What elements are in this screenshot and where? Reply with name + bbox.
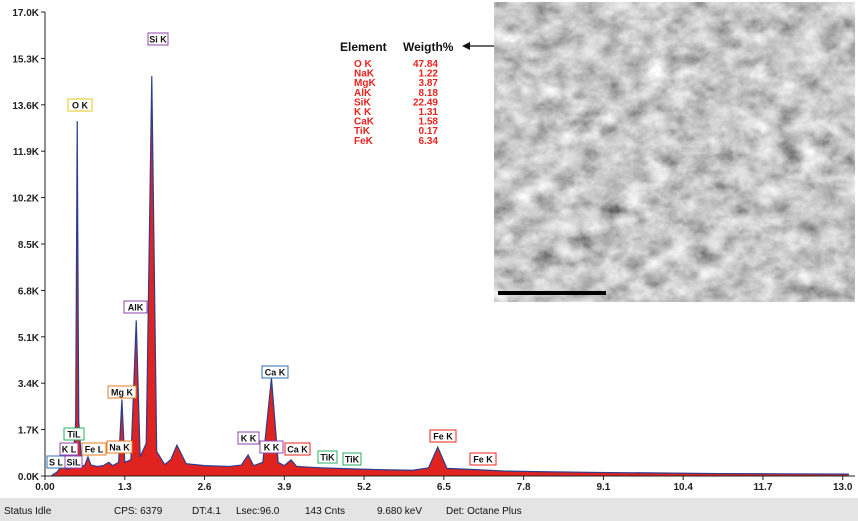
peak-label: O K bbox=[72, 101, 89, 111]
table-cell: FeK bbox=[354, 136, 374, 147]
table-cell: O K bbox=[354, 59, 373, 70]
peak-label-box bbox=[81, 442, 107, 456]
x-tick-label: 0.00 bbox=[35, 482, 55, 493]
table-cell: AlK bbox=[354, 88, 372, 99]
peak-label: Na K bbox=[109, 443, 130, 453]
scale-bar bbox=[498, 291, 606, 295]
spectrum-outline bbox=[50, 76, 849, 477]
peak-label-box bbox=[429, 429, 457, 443]
peak-label: Ca K bbox=[287, 445, 308, 455]
table-cell: 1.31 bbox=[419, 107, 439, 118]
table-header: Weigth% bbox=[403, 40, 454, 54]
peak-label: K K bbox=[241, 434, 257, 444]
x-tick-label: 7.8 bbox=[517, 482, 531, 493]
sem-micrograph bbox=[493, 1, 856, 303]
table-cell: 6.34 bbox=[419, 136, 439, 147]
peak-label: Si K bbox=[149, 35, 167, 45]
status-text: Status Idle bbox=[4, 506, 52, 517]
x-tick-label: 2.6 bbox=[198, 482, 212, 493]
peak-label-box bbox=[106, 440, 133, 454]
x-tick-label: 3.9 bbox=[277, 482, 291, 493]
y-tick-label: 5.1K bbox=[18, 333, 40, 344]
peak-label: AlK bbox=[128, 303, 144, 313]
peak-label: K L bbox=[62, 445, 77, 455]
table-cell: NaK bbox=[354, 69, 375, 80]
y-tick-label: 13.6K bbox=[12, 101, 39, 112]
peak-label: TiL bbox=[67, 430, 81, 440]
x-tick-label: 5.2 bbox=[357, 482, 371, 493]
sem-image bbox=[493, 1, 856, 303]
peak-label-box bbox=[317, 450, 338, 464]
peak-label-box bbox=[259, 440, 284, 454]
y-tick-label: 3.4K bbox=[18, 379, 40, 390]
x-tick-label: 9.1 bbox=[596, 482, 610, 493]
peak-label-box bbox=[237, 431, 260, 445]
table-cell: 1.58 bbox=[419, 117, 439, 128]
y-tick-label: 1.7K bbox=[18, 426, 40, 437]
peak-label: Fe L bbox=[85, 445, 104, 455]
table-cell: TiK bbox=[354, 126, 371, 137]
status-text: CPS: 6379 bbox=[114, 506, 163, 517]
y-tick-label: 10.2K bbox=[12, 194, 39, 205]
x-tick-label: 13.0 bbox=[833, 482, 853, 493]
table-cell: CaK bbox=[354, 117, 375, 128]
table-cell: 8.18 bbox=[419, 88, 439, 99]
spot-marker bbox=[679, 145, 707, 154]
table-cell: 22.49 bbox=[413, 97, 438, 108]
peak-label: TiK bbox=[320, 453, 335, 463]
y-tick-label: 8.5K bbox=[18, 240, 40, 251]
y-tick-label: 17.0K bbox=[12, 8, 39, 19]
peak-label: Mg K bbox=[111, 388, 133, 398]
y-tick-label: 15.3K bbox=[12, 54, 39, 65]
peak-label: TiK bbox=[345, 455, 360, 465]
peak-label: Ca K bbox=[265, 368, 286, 378]
table-cell: K K bbox=[354, 107, 372, 118]
peak-label: K K bbox=[264, 443, 280, 453]
status-text: DT:4.1 bbox=[192, 506, 221, 517]
status-bar bbox=[0, 498, 858, 521]
status-text: 143 Cnts bbox=[305, 506, 345, 517]
table-header: Element bbox=[340, 40, 387, 54]
y-tick-label: 6.8K bbox=[18, 286, 40, 297]
table-cell: 47.84 bbox=[413, 59, 438, 70]
status-text: Det: Octane Plus bbox=[446, 506, 522, 517]
peak-label-box bbox=[342, 452, 362, 466]
table-cell: MgK bbox=[354, 78, 376, 89]
x-tick-label: 6.5 bbox=[437, 482, 451, 493]
table-cell: SiK bbox=[354, 97, 371, 108]
peak-label: SiL bbox=[66, 458, 81, 468]
peak-label-box bbox=[59, 442, 79, 456]
peak-label-box bbox=[469, 452, 497, 466]
y-tick-label: 0.0K bbox=[18, 472, 40, 483]
y-tick-label: 11.9K bbox=[13, 147, 40, 158]
peak-label-box bbox=[64, 455, 83, 469]
peak-label: Fe K bbox=[433, 432, 453, 442]
x-tick-label: 1.3 bbox=[118, 482, 132, 493]
table-cell: 1.22 bbox=[419, 69, 439, 80]
table-cell: 0.17 bbox=[419, 126, 439, 137]
peak-label-box bbox=[67, 98, 93, 112]
pointer-arrow bbox=[462, 42, 470, 50]
peak-label: Fe K bbox=[473, 455, 493, 465]
peak-label-box bbox=[284, 442, 311, 456]
status-text: 9.680 keV bbox=[377, 506, 422, 517]
x-tick-label: 10.4 bbox=[673, 482, 693, 493]
peak-label-box bbox=[63, 427, 85, 441]
peak-label-box bbox=[107, 385, 137, 399]
peak-label-box bbox=[261, 365, 289, 379]
status-text: Lsec:96.0 bbox=[236, 506, 280, 517]
x-tick-label: 11.7 bbox=[753, 482, 772, 493]
peak-label: S L bbox=[49, 458, 64, 468]
table-cell: 3.87 bbox=[419, 78, 439, 89]
peak-label-box bbox=[123, 300, 148, 314]
peak-label-box bbox=[147, 32, 169, 46]
